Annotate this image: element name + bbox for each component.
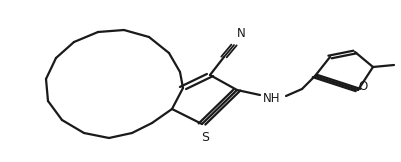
Text: N: N [237,27,245,40]
Text: O: O [357,80,367,93]
Text: NH: NH [263,93,280,105]
Text: S: S [200,131,209,144]
